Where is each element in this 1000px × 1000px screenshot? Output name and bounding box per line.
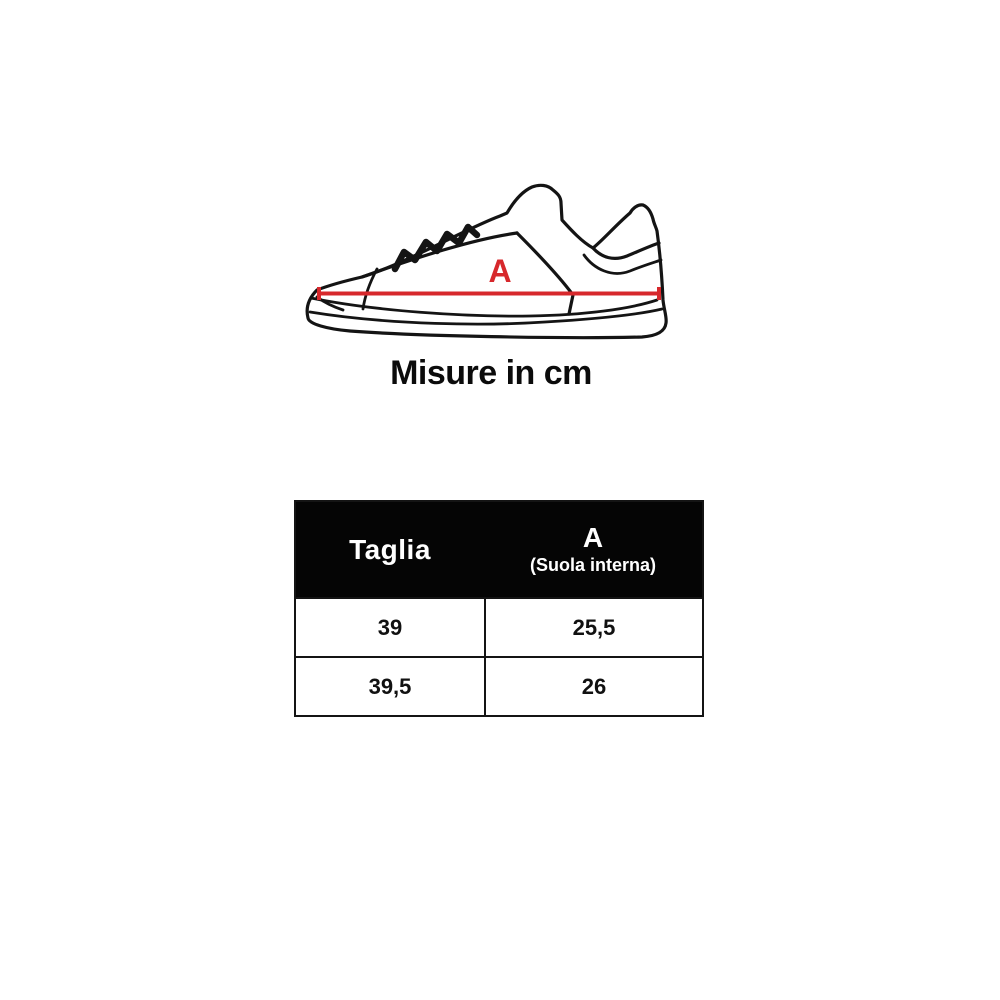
cell-size: 39 <box>377 614 403 640</box>
shoe-heel-curve-upper <box>591 241 661 260</box>
shoe-midsole-line-top <box>309 296 659 318</box>
header-cell-taglia: Taglia <box>349 533 431 565</box>
measure-label-A: A <box>488 253 511 289</box>
size-table-header-row: Taglia A (Suola interna) <box>296 502 702 597</box>
shoe-throat-line <box>360 231 519 279</box>
size-table: Taglia A (Suola interna) 39 25,5 39,5 26 <box>294 500 704 717</box>
header-cell-measure-a: A (Suola interna) <box>484 502 702 597</box>
cell-length: 25,5 <box>484 599 702 656</box>
figure-caption: Misure in cm <box>390 354 592 392</box>
shoe-outline <box>305 183 668 340</box>
header-measure-label: A <box>582 522 604 553</box>
cell-size: 39,5 <box>368 673 412 699</box>
header-measure-sublabel: (Suola interna) <box>529 555 656 575</box>
table-row: 39 25,5 <box>296 597 702 656</box>
cell-length: 26 <box>484 658 702 715</box>
shoe-laces <box>391 223 481 273</box>
sneaker-line-art-icon: A <box>305 183 668 340</box>
table-row: 39,5 26 <box>296 656 702 715</box>
shoe-midsole-line-bottom <box>308 307 664 326</box>
measure-line-A <box>317 287 661 300</box>
shoe-heel-curve-lower <box>582 253 663 275</box>
